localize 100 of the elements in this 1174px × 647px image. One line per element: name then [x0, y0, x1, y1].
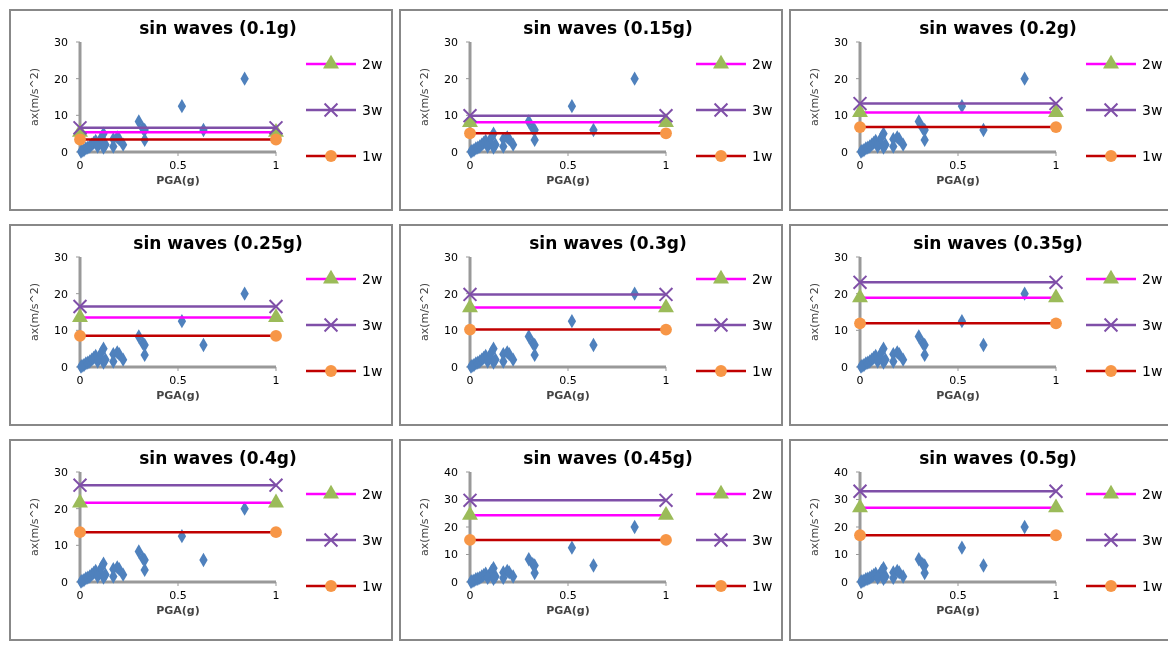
- legend-label: 2w: [362, 485, 383, 502]
- legend-label: 3w: [1142, 531, 1163, 548]
- legend-label: 2w: [752, 55, 773, 72]
- y-axis-title: ax(m/s^2): [418, 497, 431, 557]
- legend-label: 2w: [752, 270, 773, 287]
- y-tick-label: 20: [54, 287, 68, 301]
- y-tick-label: 20: [834, 520, 848, 534]
- chart-title: sin waves (0.2g): [919, 18, 1077, 38]
- x-tick-label: 0.5: [559, 374, 577, 387]
- legend-label: 2w: [752, 485, 773, 502]
- x-tick-label: 1: [272, 589, 280, 602]
- y-tick-label: 10: [444, 109, 458, 123]
- y-tick-label: 0: [841, 145, 848, 159]
- legend-label: 1w: [1142, 362, 1163, 379]
- chart-title: sin waves (0.15g): [523, 18, 693, 38]
- y-tick-label: 10: [54, 539, 68, 553]
- legend-label: 3w: [1142, 316, 1163, 333]
- y-tick-label: 30: [444, 493, 458, 507]
- x-tick-label: 0.5: [169, 374, 187, 387]
- y-tick-label: 0: [451, 360, 458, 374]
- x-tick-label: 0: [76, 589, 84, 602]
- y-tick-label: 30: [54, 465, 68, 479]
- y-tick-label: 30: [834, 250, 848, 264]
- chart-title: sin waves (0.35g): [913, 233, 1083, 253]
- x-tick-label: 0.5: [949, 589, 967, 602]
- chart-title: sin waves (0.45g): [523, 448, 693, 468]
- y-tick-label: 40: [834, 465, 848, 479]
- y-axis-title: ax(m/s^2): [808, 67, 821, 127]
- y-tick-label: 20: [834, 287, 848, 301]
- legend-label: 1w: [752, 147, 773, 164]
- x-tick-label: 0.5: [559, 159, 577, 172]
- y-tick-label: 0: [841, 575, 848, 589]
- legend-label: 3w: [362, 316, 383, 333]
- y-tick-label: 20: [444, 72, 458, 86]
- y-axis-title: ax(m/s^2): [418, 67, 431, 127]
- x-tick-label: 0: [466, 589, 474, 602]
- y-axis-title: ax(m/s^2): [808, 497, 821, 557]
- x-tick-label: 0: [466, 374, 474, 387]
- x-axis-title: PGA(g): [156, 604, 200, 617]
- x-tick-label: 0: [76, 159, 84, 172]
- x-axis-title: PGA(g): [546, 604, 590, 617]
- x-tick-label: 0.5: [949, 374, 967, 387]
- y-tick-label: 40: [444, 465, 458, 479]
- y-axis-title: ax(m/s^2): [28, 497, 41, 557]
- y-tick-label: 10: [444, 324, 458, 338]
- legend-label: 1w: [1142, 577, 1163, 594]
- x-tick-label: 0: [856, 374, 864, 387]
- y-tick-label: 10: [444, 548, 458, 562]
- x-axis-title: PGA(g): [936, 174, 980, 187]
- legend-label: 2w: [1142, 270, 1163, 287]
- x-tick-label: 0: [76, 374, 84, 387]
- y-axis-title: ax(m/s^2): [808, 282, 821, 342]
- y-tick-label: 30: [444, 250, 458, 264]
- y-axis-title: ax(m/s^2): [28, 282, 41, 342]
- legend-label: 3w: [752, 101, 773, 118]
- legend-label: 2w: [362, 55, 383, 72]
- x-tick-label: 1: [272, 159, 280, 172]
- y-tick-label: 0: [61, 360, 68, 374]
- y-tick-label: 30: [54, 250, 68, 264]
- y-tick-label: 20: [54, 72, 68, 86]
- x-tick-label: 0.5: [169, 159, 187, 172]
- chart-title: sin waves (0.4g): [139, 448, 297, 468]
- y-tick-label: 30: [54, 35, 68, 49]
- y-tick-label: 10: [834, 109, 848, 123]
- legend-label: 3w: [362, 531, 383, 548]
- y-tick-label: 10: [834, 548, 848, 562]
- x-tick-label: 0.5: [559, 589, 577, 602]
- y-tick-label: 30: [444, 35, 458, 49]
- legend-label: 2w: [362, 270, 383, 287]
- x-axis-title: PGA(g): [936, 389, 980, 402]
- legend-label: 1w: [362, 577, 383, 594]
- chart-title: sin waves (0.5g): [919, 448, 1077, 468]
- x-tick-label: 1: [1052, 159, 1060, 172]
- x-tick-label: 1: [1052, 589, 1060, 602]
- x-tick-label: 0: [856, 589, 864, 602]
- y-tick-label: 20: [444, 520, 458, 534]
- x-axis-title: PGA(g): [156, 174, 200, 187]
- x-tick-label: 0.5: [169, 589, 187, 602]
- legend-label: 1w: [1142, 147, 1163, 164]
- legend-label: 1w: [362, 362, 383, 379]
- legend-label: 1w: [752, 577, 773, 594]
- x-tick-label: 0: [466, 159, 474, 172]
- y-tick-label: 0: [841, 360, 848, 374]
- x-tick-label: 1: [662, 589, 670, 602]
- legend-label: 1w: [362, 147, 383, 164]
- x-tick-label: 1: [272, 374, 280, 387]
- chart-title: sin waves (0.3g): [529, 233, 687, 253]
- chart-title: sin waves (0.25g): [133, 233, 303, 253]
- legend-label: 2w: [1142, 485, 1163, 502]
- y-tick-label: 0: [451, 145, 458, 159]
- x-tick-label: 0: [856, 159, 864, 172]
- y-tick-label: 0: [61, 145, 68, 159]
- x-tick-label: 1: [662, 374, 670, 387]
- y-tick-label: 20: [54, 502, 68, 516]
- x-axis-title: PGA(g): [546, 389, 590, 402]
- y-tick-label: 10: [54, 109, 68, 123]
- y-tick-label: 0: [451, 575, 458, 589]
- y-tick-label: 0: [61, 575, 68, 589]
- y-tick-label: 30: [834, 493, 848, 507]
- legend-label: 3w: [1142, 101, 1163, 118]
